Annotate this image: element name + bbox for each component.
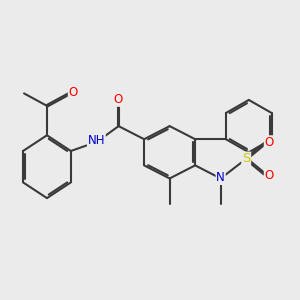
Text: O: O bbox=[68, 85, 78, 99]
Text: S: S bbox=[242, 152, 250, 165]
Text: O: O bbox=[265, 169, 274, 182]
Text: NH: NH bbox=[88, 134, 105, 147]
Text: O: O bbox=[265, 136, 274, 149]
Text: N: N bbox=[216, 171, 225, 184]
Text: O: O bbox=[113, 93, 123, 106]
